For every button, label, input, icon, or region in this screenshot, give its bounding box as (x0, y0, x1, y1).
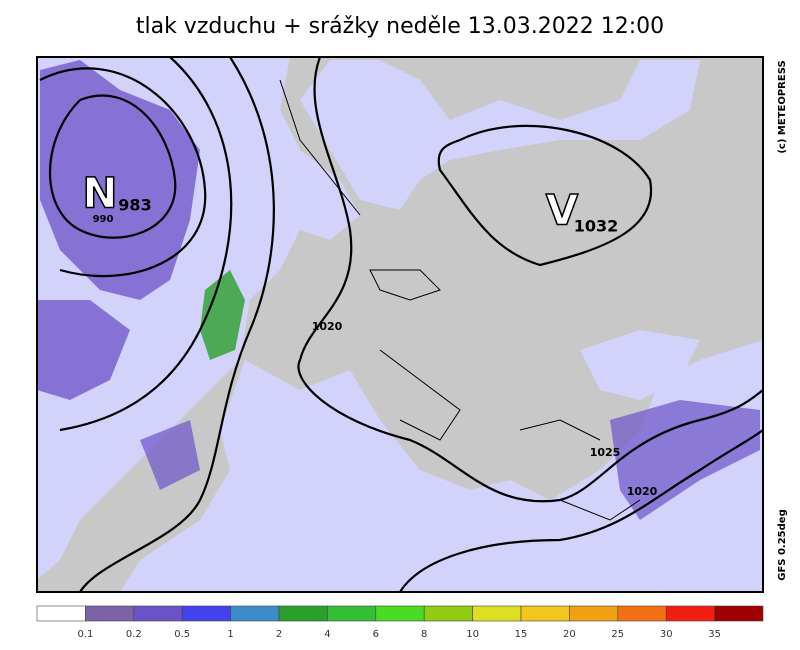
legend-label: 0.5 (174, 629, 190, 640)
title: tlak vzduchu + srážky neděle 13.03.2022 … (136, 14, 664, 39)
isobar (297, 56, 764, 503)
legend-swatch (278, 605, 328, 622)
legend-swatch (520, 605, 570, 622)
legend-swatch (472, 605, 522, 622)
isobar (79, 56, 275, 593)
legend: 0.1 0.2 0.5 1 2 4 6 8 10 15 20 25 30 35 (36, 605, 764, 640)
low-value: 983 (118, 196, 151, 215)
legend-label: 2 (276, 629, 282, 640)
legend-label: 25 (611, 629, 624, 640)
legend-label: 0.1 (77, 629, 93, 640)
credit: (c) METEOPRESS (777, 60, 788, 153)
legend-label: 4 (324, 629, 330, 640)
isobar-label: 990 (93, 214, 114, 225)
sea-north (300, 60, 700, 210)
black-sea (580, 330, 700, 400)
model-info: GFS 0.25deg (777, 509, 788, 581)
legend-label: 10 (466, 629, 479, 640)
isobar-label: 1020 (627, 485, 658, 498)
legend-swatch (714, 605, 764, 622)
legend-label: 30 (660, 629, 673, 640)
isobar (399, 429, 764, 593)
isobar-label: 1025 (590, 446, 621, 459)
isobar-label: 1020 (312, 320, 343, 333)
isobar (437, 124, 653, 267)
legend-label: 6 (373, 629, 379, 640)
legend-label: 8 (421, 629, 427, 640)
legend-label: 15 (515, 629, 528, 640)
legend-swatch (230, 605, 280, 622)
precip-area (610, 400, 760, 520)
legend-swatch (617, 605, 667, 622)
isobar (48, 94, 177, 239)
legend-swatch (569, 605, 619, 622)
legend-label: 20 (563, 629, 576, 640)
legend-swatch (181, 605, 231, 622)
legend-swatch (133, 605, 183, 622)
isobar (59, 56, 233, 432)
legend-swatch (423, 605, 473, 622)
legend-label: 0.2 (126, 629, 142, 640)
high-value: 1032 (574, 217, 619, 236)
high-letter: V (546, 186, 579, 235)
legend-swatch (327, 605, 377, 622)
legend-label: 35 (708, 629, 721, 640)
map: N 983 V 1032 1020 1025 1020 990 (36, 56, 764, 593)
legend-swatch (36, 605, 86, 622)
precip-area (140, 420, 200, 490)
isobar (39, 67, 207, 278)
legend-swatch (85, 605, 135, 622)
legend-swatch (375, 605, 425, 622)
legend-label: 1 (227, 629, 233, 640)
map-frame (36, 56, 764, 593)
low-letter: N (82, 169, 117, 218)
precip-area (200, 270, 245, 360)
coastline (279, 79, 641, 521)
precip-area (40, 60, 200, 300)
legend-swatch (665, 605, 715, 622)
precip-area (37, 300, 130, 400)
